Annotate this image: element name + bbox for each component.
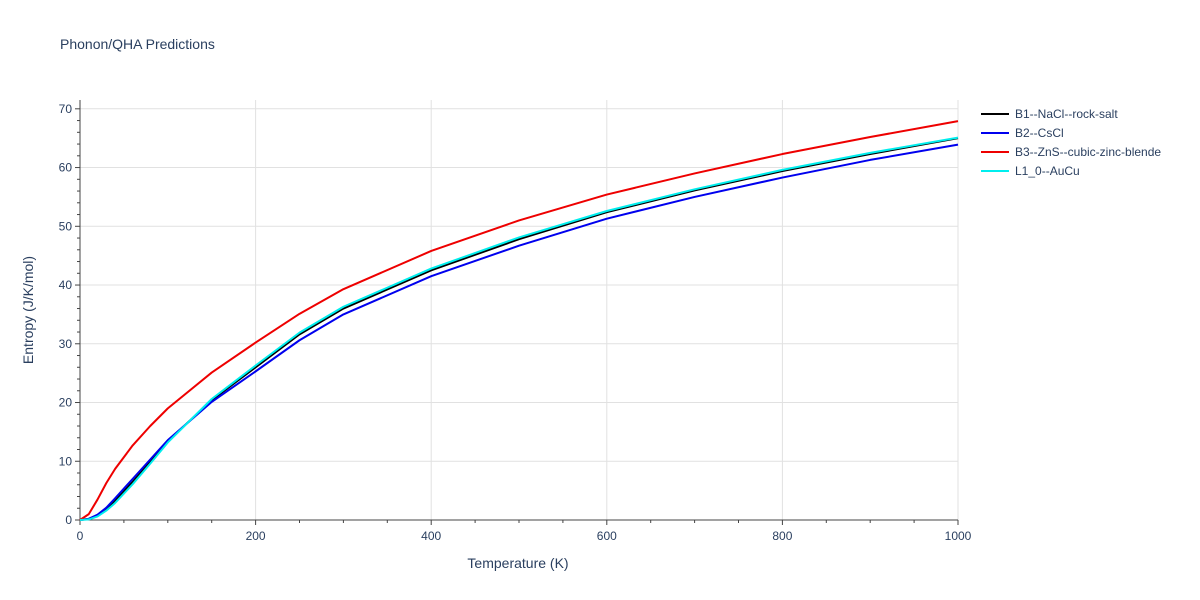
series-line-1: [79, 143, 959, 521]
y-tick-label: 40: [59, 278, 73, 292]
x-tick-label: 600: [597, 529, 617, 543]
chart-title: Phonon/QHA Predictions: [60, 36, 215, 52]
x-tick-label: 800: [772, 529, 792, 543]
y-tick-label: 20: [59, 396, 73, 410]
y-axis-title: Entropy (J/K/mol): [20, 256, 36, 364]
legend-label: B1--NaCl--rock-salt: [1015, 107, 1118, 121]
legend-item-3[interactable]: L1_0--AuCu: [981, 164, 1080, 178]
legend-item-0[interactable]: B1--NaCl--rock-salt: [981, 107, 1118, 121]
y-tick-label: 0: [65, 513, 72, 527]
axes-layer: 0 200 400 600 800 1000 0 10 20 30 40 50 60 70: [59, 100, 972, 543]
x-axis-title: Temperature (K): [467, 555, 568, 571]
y-tick-label: 50: [59, 219, 73, 233]
series-layer: [79, 120, 959, 521]
y-tick-label: 30: [59, 337, 73, 351]
x-tick-label: 200: [246, 529, 266, 543]
legend-label: B3--ZnS--cubic-zinc-blende: [1015, 145, 1161, 159]
legend-label: L1_0--AuCu: [1015, 164, 1080, 178]
x-tick-label: 1000: [945, 529, 972, 543]
series-line-2: [79, 120, 959, 521]
legend-item-1[interactable]: B2--CsCl: [981, 126, 1064, 140]
grid-layer: [80, 100, 959, 520]
y-tick-label: 70: [59, 102, 73, 116]
legend-item-2[interactable]: B3--ZnS--cubic-zinc-blende: [981, 145, 1161, 159]
series-line-0: [79, 137, 959, 521]
x-tick-label: 0: [77, 529, 84, 543]
series-line-3: [79, 136, 959, 521]
x-tick-label: 400: [421, 529, 441, 543]
y-tick-label: 60: [59, 161, 73, 175]
legend[interactable]: B1--NaCl--rock-salt B2--CsCl B3--ZnS--cubi…: [981, 107, 1161, 178]
legend-label: B2--CsCl: [1015, 126, 1064, 140]
y-tick-label: 10: [59, 454, 73, 468]
